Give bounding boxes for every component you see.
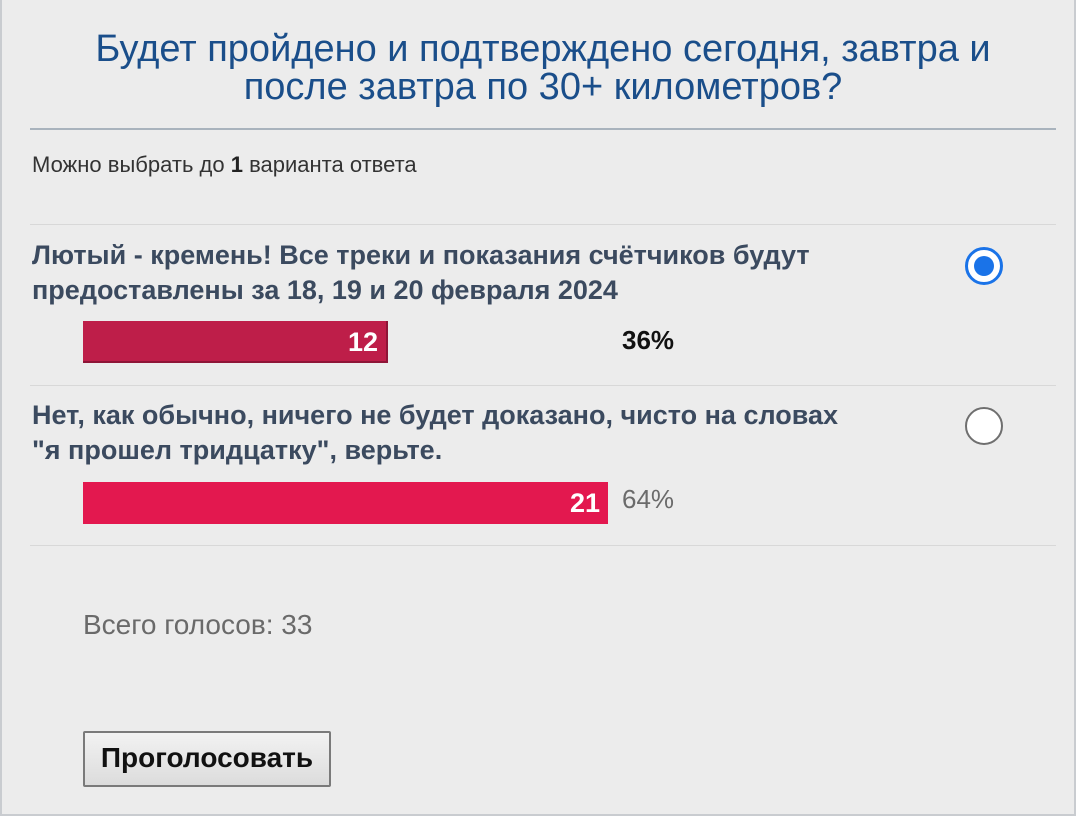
option-1-percent: 36%	[622, 325, 675, 355]
option-2-vote-count: 21	[569, 488, 600, 518]
poll-hint: Можно выбрать до 1 варианта ответа	[32, 152, 417, 178]
vote-button[interactable]: Проголосовать	[83, 731, 331, 787]
option-label-line-1: Нет, как обычно, ничего не будет доказан…	[32, 400, 839, 430]
option-divider	[30, 545, 1056, 546]
option-label-line-1: Лютый - кремень! Все треки и показания с…	[32, 240, 810, 270]
hint-suffix: варианта ответа	[242, 152, 417, 177]
option-divider	[30, 224, 1056, 225]
option-1-result-bar: 12	[83, 321, 388, 363]
option-divider	[30, 385, 1056, 386]
total-votes: Всего голосов: 33	[83, 609, 313, 640]
option-1-radio[interactable]	[965, 247, 1003, 285]
option-label-line-2: предоставлены за 18, 19 и 20 февраля 202…	[32, 275, 618, 305]
poll-title-line-1: Будет пройдено и подтверждено сегодня, з…	[95, 28, 991, 70]
option-label-line-2: "я прошел тридцатку", верьте.	[32, 435, 443, 465]
option-2-result-bar: 21	[83, 482, 608, 524]
poll-widget: Будет пройдено и подтверждено сегодня, з…	[0, 0, 1076, 816]
option-2-radio[interactable]	[965, 407, 1003, 445]
title-divider	[30, 128, 1056, 130]
page-background	[0, 818, 1080, 832]
option-label[interactable]: Лютый - кремень! Все треки и показания с…	[32, 238, 952, 308]
hint-count: 1	[230, 152, 243, 177]
hint-prefix: Можно выбрать до	[32, 152, 231, 177]
option-1-vote-count: 12	[347, 327, 378, 357]
option-label[interactable]: Нет, как обычно, ничего не будет доказан…	[32, 398, 952, 468]
poll-title: Будет пройдено и подтверждено сегодня, з…	[30, 30, 1056, 106]
poll-title-line-2: после завтра по 30+ километров?	[243, 66, 843, 108]
option-2-percent: 64%	[622, 484, 675, 514]
